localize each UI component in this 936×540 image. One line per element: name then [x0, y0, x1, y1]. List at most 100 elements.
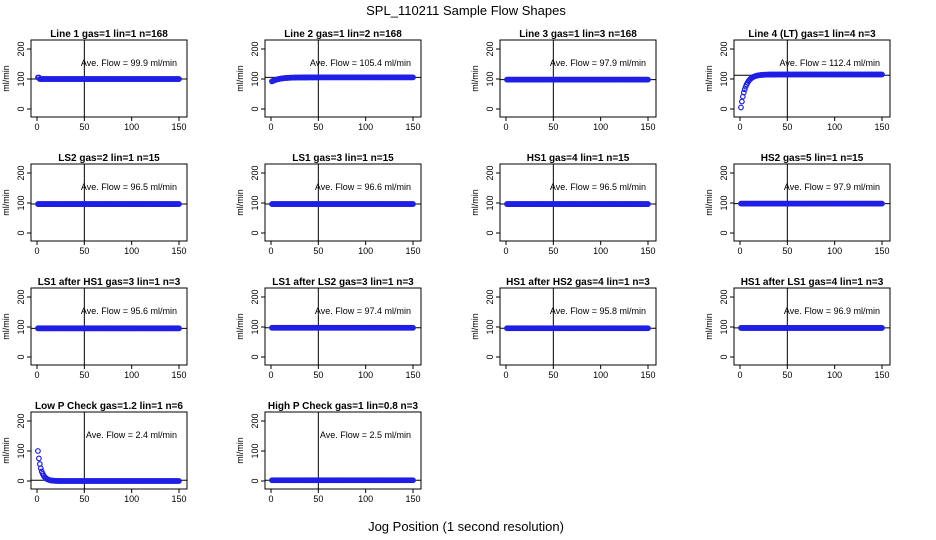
x-tick-label: 150 — [171, 122, 186, 132]
y-tick-label: 100 — [485, 71, 495, 86]
data-point — [738, 104, 744, 111]
x-tick-label: 0 — [268, 370, 273, 380]
x-tick-label: 50 — [313, 370, 323, 380]
data-point — [879, 325, 885, 331]
x-tick-label: 0 — [503, 122, 508, 132]
x-tick-label: 150 — [640, 370, 655, 380]
data-points — [35, 325, 182, 332]
y-tick-label: 0 — [16, 230, 26, 235]
x-tick-label: 100 — [124, 122, 139, 132]
x-tick-label: 0 — [268, 494, 273, 504]
data-point — [645, 325, 651, 332]
panel-4: Line 4 (LT) gas=1 lin=4 n=3 0 50 100 150 0 100… — [704, 29, 891, 132]
y-tick-label: 200 — [719, 289, 729, 304]
data-points — [738, 200, 885, 207]
x-tick-label: 150 — [405, 370, 420, 380]
panel-8: HS2 gas=5 lin=1 n=15 0 50 100 150 0 100 200 ml/m… — [704, 153, 891, 256]
panels: Line 1 gas=1 lin=1 n=168 0 50 100 150 0 100 200… — [1, 29, 891, 504]
y-tick-label: 200 — [485, 165, 495, 180]
data-points — [269, 477, 416, 484]
y-axis-label: ml/min — [704, 189, 714, 216]
panel-title: HS2 gas=5 lin=1 n=15 — [761, 153, 864, 164]
average-flow-annotation: Ave. Flow = 95.6 ml/min — [81, 306, 177, 316]
x-tick-label: 100 — [358, 122, 373, 132]
x-tick-label: 0 — [503, 370, 508, 380]
average-flow-annotation: Ave. Flow = 2.5 ml/min — [320, 430, 411, 440]
x-tick-label: 50 — [548, 122, 558, 132]
x-tick-label: 100 — [124, 494, 139, 504]
data-point — [410, 201, 416, 207]
x-tick-label: 50 — [782, 370, 792, 380]
x-tick-label: 50 — [79, 494, 89, 504]
y-tick-label: 200 — [250, 289, 260, 304]
x-tick-label: 150 — [640, 246, 655, 256]
panel-14: High P Check gas=1 lin=0.8 n=3 0 50 100 150 0… — [235, 401, 422, 504]
data-points — [35, 74, 182, 82]
y-tick-label: 100 — [719, 195, 729, 210]
panel-title: Low P Check gas=1.2 lin=1 n=6 — [35, 401, 183, 412]
y-tick-label: 100 — [719, 319, 729, 334]
panel-title: LS2 gas=2 lin=1 n=15 — [58, 153, 160, 164]
x-tick-label: 0 — [34, 122, 39, 132]
x-tick-label: 0 — [503, 246, 508, 256]
y-tick-label: 200 — [250, 413, 260, 428]
x-tick-label: 50 — [782, 122, 792, 132]
y-tick-label: 200 — [250, 41, 260, 56]
x-tick-label: 0 — [737, 246, 742, 256]
average-flow-annotation: Ave. Flow = 96.9 ml/min — [784, 306, 880, 316]
panel-3: Line 3 gas=1 lin=3 n=168 0 50 100 150 0 100 200… — [470, 29, 657, 132]
average-flow-annotation: Ave. Flow = 97.9 ml/min — [550, 58, 646, 68]
data-point — [176, 76, 182, 82]
y-axis-label: ml/min — [235, 313, 245, 340]
y-tick-label: 100 — [485, 319, 495, 334]
average-flow-annotation: Ave. Flow = 97.4 ml/min — [315, 306, 411, 316]
y-tick-label: 100 — [250, 195, 260, 210]
average-flow-annotation: Ave. Flow = 112.4 ml/min — [780, 58, 880, 68]
y-tick-label: 0 — [250, 230, 260, 235]
x-tick-label: 100 — [593, 246, 608, 256]
y-tick-label: 100 — [16, 195, 26, 210]
y-tick-label: 100 — [16, 71, 26, 86]
x-tick-label: 50 — [782, 246, 792, 256]
x-tick-label: 150 — [874, 246, 889, 256]
y-tick-label: 0 — [719, 230, 729, 235]
y-tick-label: 200 — [16, 41, 26, 56]
y-axis-label: ml/min — [235, 65, 245, 92]
y-tick-label: 200 — [16, 413, 26, 428]
panel-title: Line 2 gas=1 lin=2 n=168 — [284, 29, 402, 40]
data-points — [35, 201, 182, 207]
x-tick-label: 50 — [79, 246, 89, 256]
average-flow-annotation: Ave. Flow = 96.6 ml/min — [315, 182, 411, 192]
average-flow-annotation: Ave. Flow = 105.4 ml/min — [310, 58, 411, 68]
data-point — [645, 76, 651, 83]
panel-title: HS1 after HS2 gas=4 lin=1 n=3 — [506, 277, 650, 288]
y-tick-label: 100 — [250, 443, 260, 458]
x-tick-label: 0 — [737, 122, 742, 132]
x-tick-label: 100 — [827, 122, 842, 132]
x-tick-label: 50 — [548, 246, 558, 256]
y-axis-label: ml/min — [1, 189, 11, 216]
panel-title: HS1 after LS1 gas=4 lin=1 n=3 — [741, 277, 884, 288]
y-tick-label: 0 — [16, 106, 26, 111]
y-tick-label: 0 — [16, 478, 26, 483]
y-axis-label: ml/min — [704, 313, 714, 340]
data-point — [35, 448, 41, 454]
figure-title: SPL_110211 Sample Flow Shapes — [366, 3, 566, 18]
y-tick-label: 100 — [485, 195, 495, 210]
x-tick-label: 100 — [593, 370, 608, 380]
x-tick-label: 0 — [34, 494, 39, 504]
average-flow-annotation: Ave. Flow = 97.9 ml/min — [784, 182, 880, 192]
panel-title: Line 1 gas=1 lin=1 n=168 — [50, 29, 168, 40]
data-points — [504, 76, 651, 83]
y-axis-label: ml/min — [470, 189, 480, 216]
y-tick-label: 200 — [485, 41, 495, 56]
figure-xlabel: Jog Position (1 second resolution) — [368, 519, 564, 534]
y-tick-label: 0 — [719, 106, 729, 111]
data-point — [741, 86, 748, 93]
y-tick-label: 200 — [250, 165, 260, 180]
data-point — [879, 71, 885, 78]
x-tick-label: 0 — [34, 246, 39, 256]
y-tick-label: 0 — [16, 354, 26, 359]
x-tick-label: 150 — [640, 122, 655, 132]
panel-6: LS1 gas=3 lin=1 n=15 0 50 100 150 0 100 200 ml/m… — [235, 153, 422, 256]
